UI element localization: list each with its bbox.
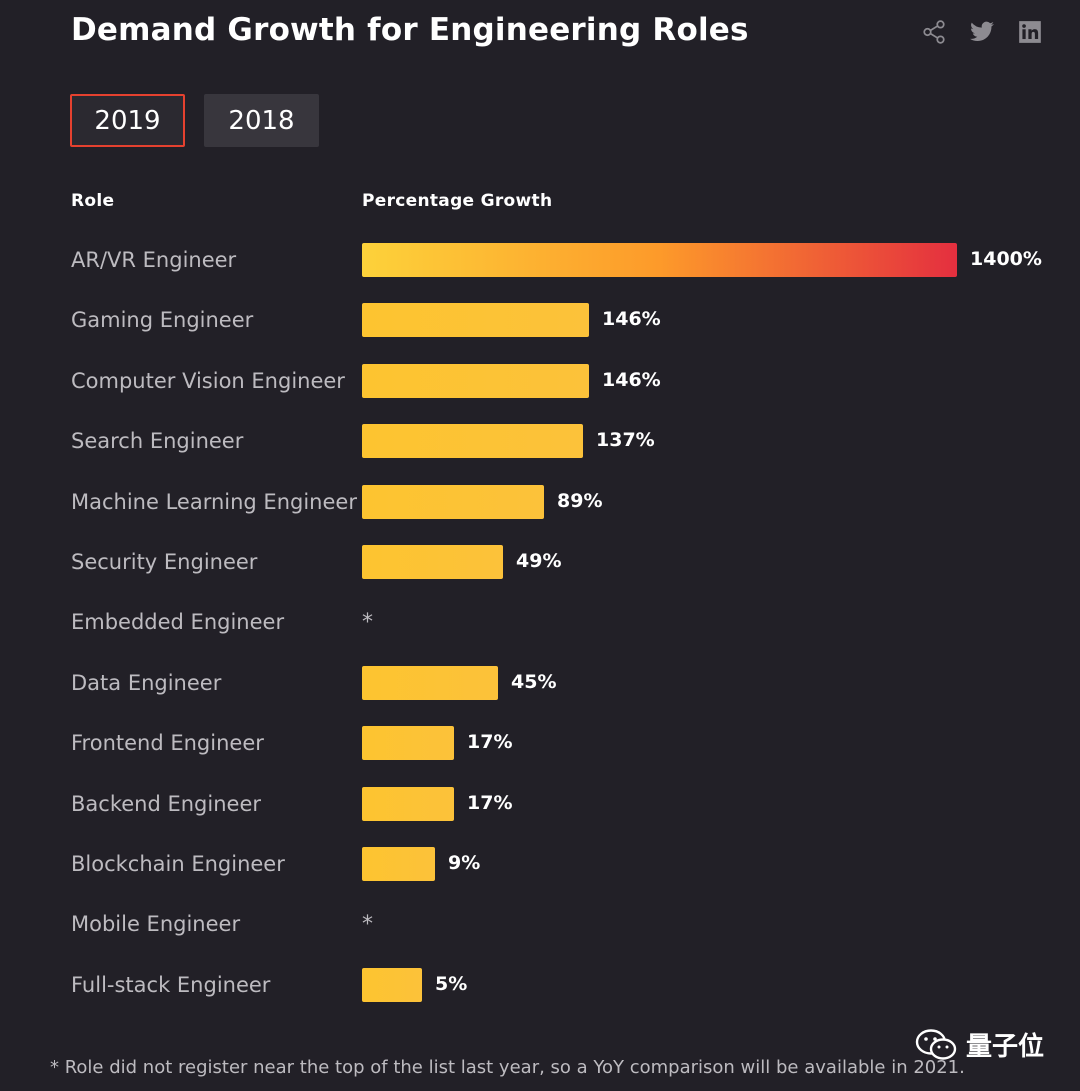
value-label: 49% bbox=[516, 549, 562, 572]
bar[interactable] bbox=[362, 726, 454, 761]
bar[interactable] bbox=[362, 363, 589, 398]
bar[interactable] bbox=[362, 786, 454, 821]
chart-row: Backend Engineer 17% bbox=[0, 773, 1080, 833]
role-label: Mobile Engineer bbox=[71, 912, 241, 937]
role-label: Computer Vision Engineer bbox=[71, 368, 345, 393]
share-bar bbox=[920, 18, 1044, 46]
chart-row: Machine Learning Engineer 89% bbox=[0, 471, 1080, 531]
chart-row: Embedded Engineer * bbox=[0, 591, 1080, 651]
share-icon[interactable] bbox=[920, 18, 948, 46]
watermark: 量子位 bbox=[914, 1026, 1044, 1063]
chart-row: Full-stack Engineer 5% bbox=[0, 954, 1080, 1014]
bar[interactable] bbox=[362, 665, 498, 700]
tab-2019[interactable]: 2019 bbox=[70, 94, 185, 147]
chart-row: Frontend Engineer 17% bbox=[0, 712, 1080, 772]
tab-2018[interactable]: 2018 bbox=[204, 94, 319, 147]
value-label: 17% bbox=[467, 791, 513, 814]
chart-row: Gaming Engineer 146% bbox=[0, 289, 1080, 349]
bar[interactable] bbox=[362, 484, 544, 519]
bar[interactable] bbox=[362, 544, 503, 579]
role-label: Backend Engineer bbox=[71, 791, 261, 816]
footnote: * Role did not register near the top of … bbox=[50, 1057, 965, 1078]
bar[interactable] bbox=[362, 967, 422, 1002]
bar[interactable] bbox=[362, 424, 583, 459]
linkedin-icon[interactable] bbox=[1016, 18, 1044, 46]
no-data-marker: * bbox=[362, 609, 373, 635]
chart-row: Blockchain Engineer 9% bbox=[0, 833, 1080, 893]
value-label: 1400% bbox=[970, 248, 1042, 270]
value-label: 5% bbox=[435, 972, 468, 995]
year-tabs: 2019 2018 bbox=[70, 94, 319, 147]
role-label: Blockchain Engineer bbox=[71, 851, 285, 876]
chart-row: AR/VR Engineer 1400% bbox=[0, 229, 1080, 289]
chart-row: Search Engineer 137% bbox=[0, 410, 1080, 470]
chart-row: Security Engineer 49% bbox=[0, 531, 1080, 591]
wechat-icon bbox=[915, 1028, 957, 1060]
bar[interactable] bbox=[362, 243, 957, 277]
role-label: Gaming Engineer bbox=[71, 308, 254, 333]
role-label: AR/VR Engineer bbox=[71, 248, 237, 272]
bar[interactable] bbox=[362, 303, 589, 338]
no-data-marker: * bbox=[362, 911, 373, 937]
bar[interactable] bbox=[362, 846, 435, 881]
chart-row: Data Engineer 45% bbox=[0, 652, 1080, 712]
role-label: Search Engineer bbox=[71, 429, 244, 454]
value-label: 146% bbox=[602, 368, 661, 391]
role-label: Full-stack Engineer bbox=[71, 972, 271, 997]
value-label: 146% bbox=[602, 308, 661, 331]
role-label: Data Engineer bbox=[71, 670, 222, 695]
chart-row: Computer Vision Engineer 146% bbox=[0, 350, 1080, 410]
bar-chart: AR/VR Engineer 1400% Gaming Engineer 146% Co… bbox=[0, 229, 1080, 1014]
role-label: Machine Learning Engineer bbox=[71, 489, 357, 514]
column-header-growth: Percentage Growth bbox=[362, 191, 553, 211]
chart-row: Mobile Engineer * bbox=[0, 893, 1080, 953]
role-label: Frontend Engineer bbox=[71, 731, 264, 756]
role-label: Embedded Engineer bbox=[71, 610, 285, 635]
value-label: 9% bbox=[448, 851, 481, 874]
watermark-text: 量子位 bbox=[965, 1032, 1044, 1062]
column-header-role: Role bbox=[71, 191, 115, 211]
chart-title: Demand Growth for Engineering Roles bbox=[71, 12, 749, 48]
value-label: 89% bbox=[557, 489, 603, 512]
twitter-icon[interactable] bbox=[968, 18, 996, 46]
value-label: 137% bbox=[596, 429, 655, 452]
value-label: 45% bbox=[511, 670, 557, 693]
role-label: Security Engineer bbox=[71, 549, 258, 574]
value-label: 17% bbox=[467, 731, 513, 754]
